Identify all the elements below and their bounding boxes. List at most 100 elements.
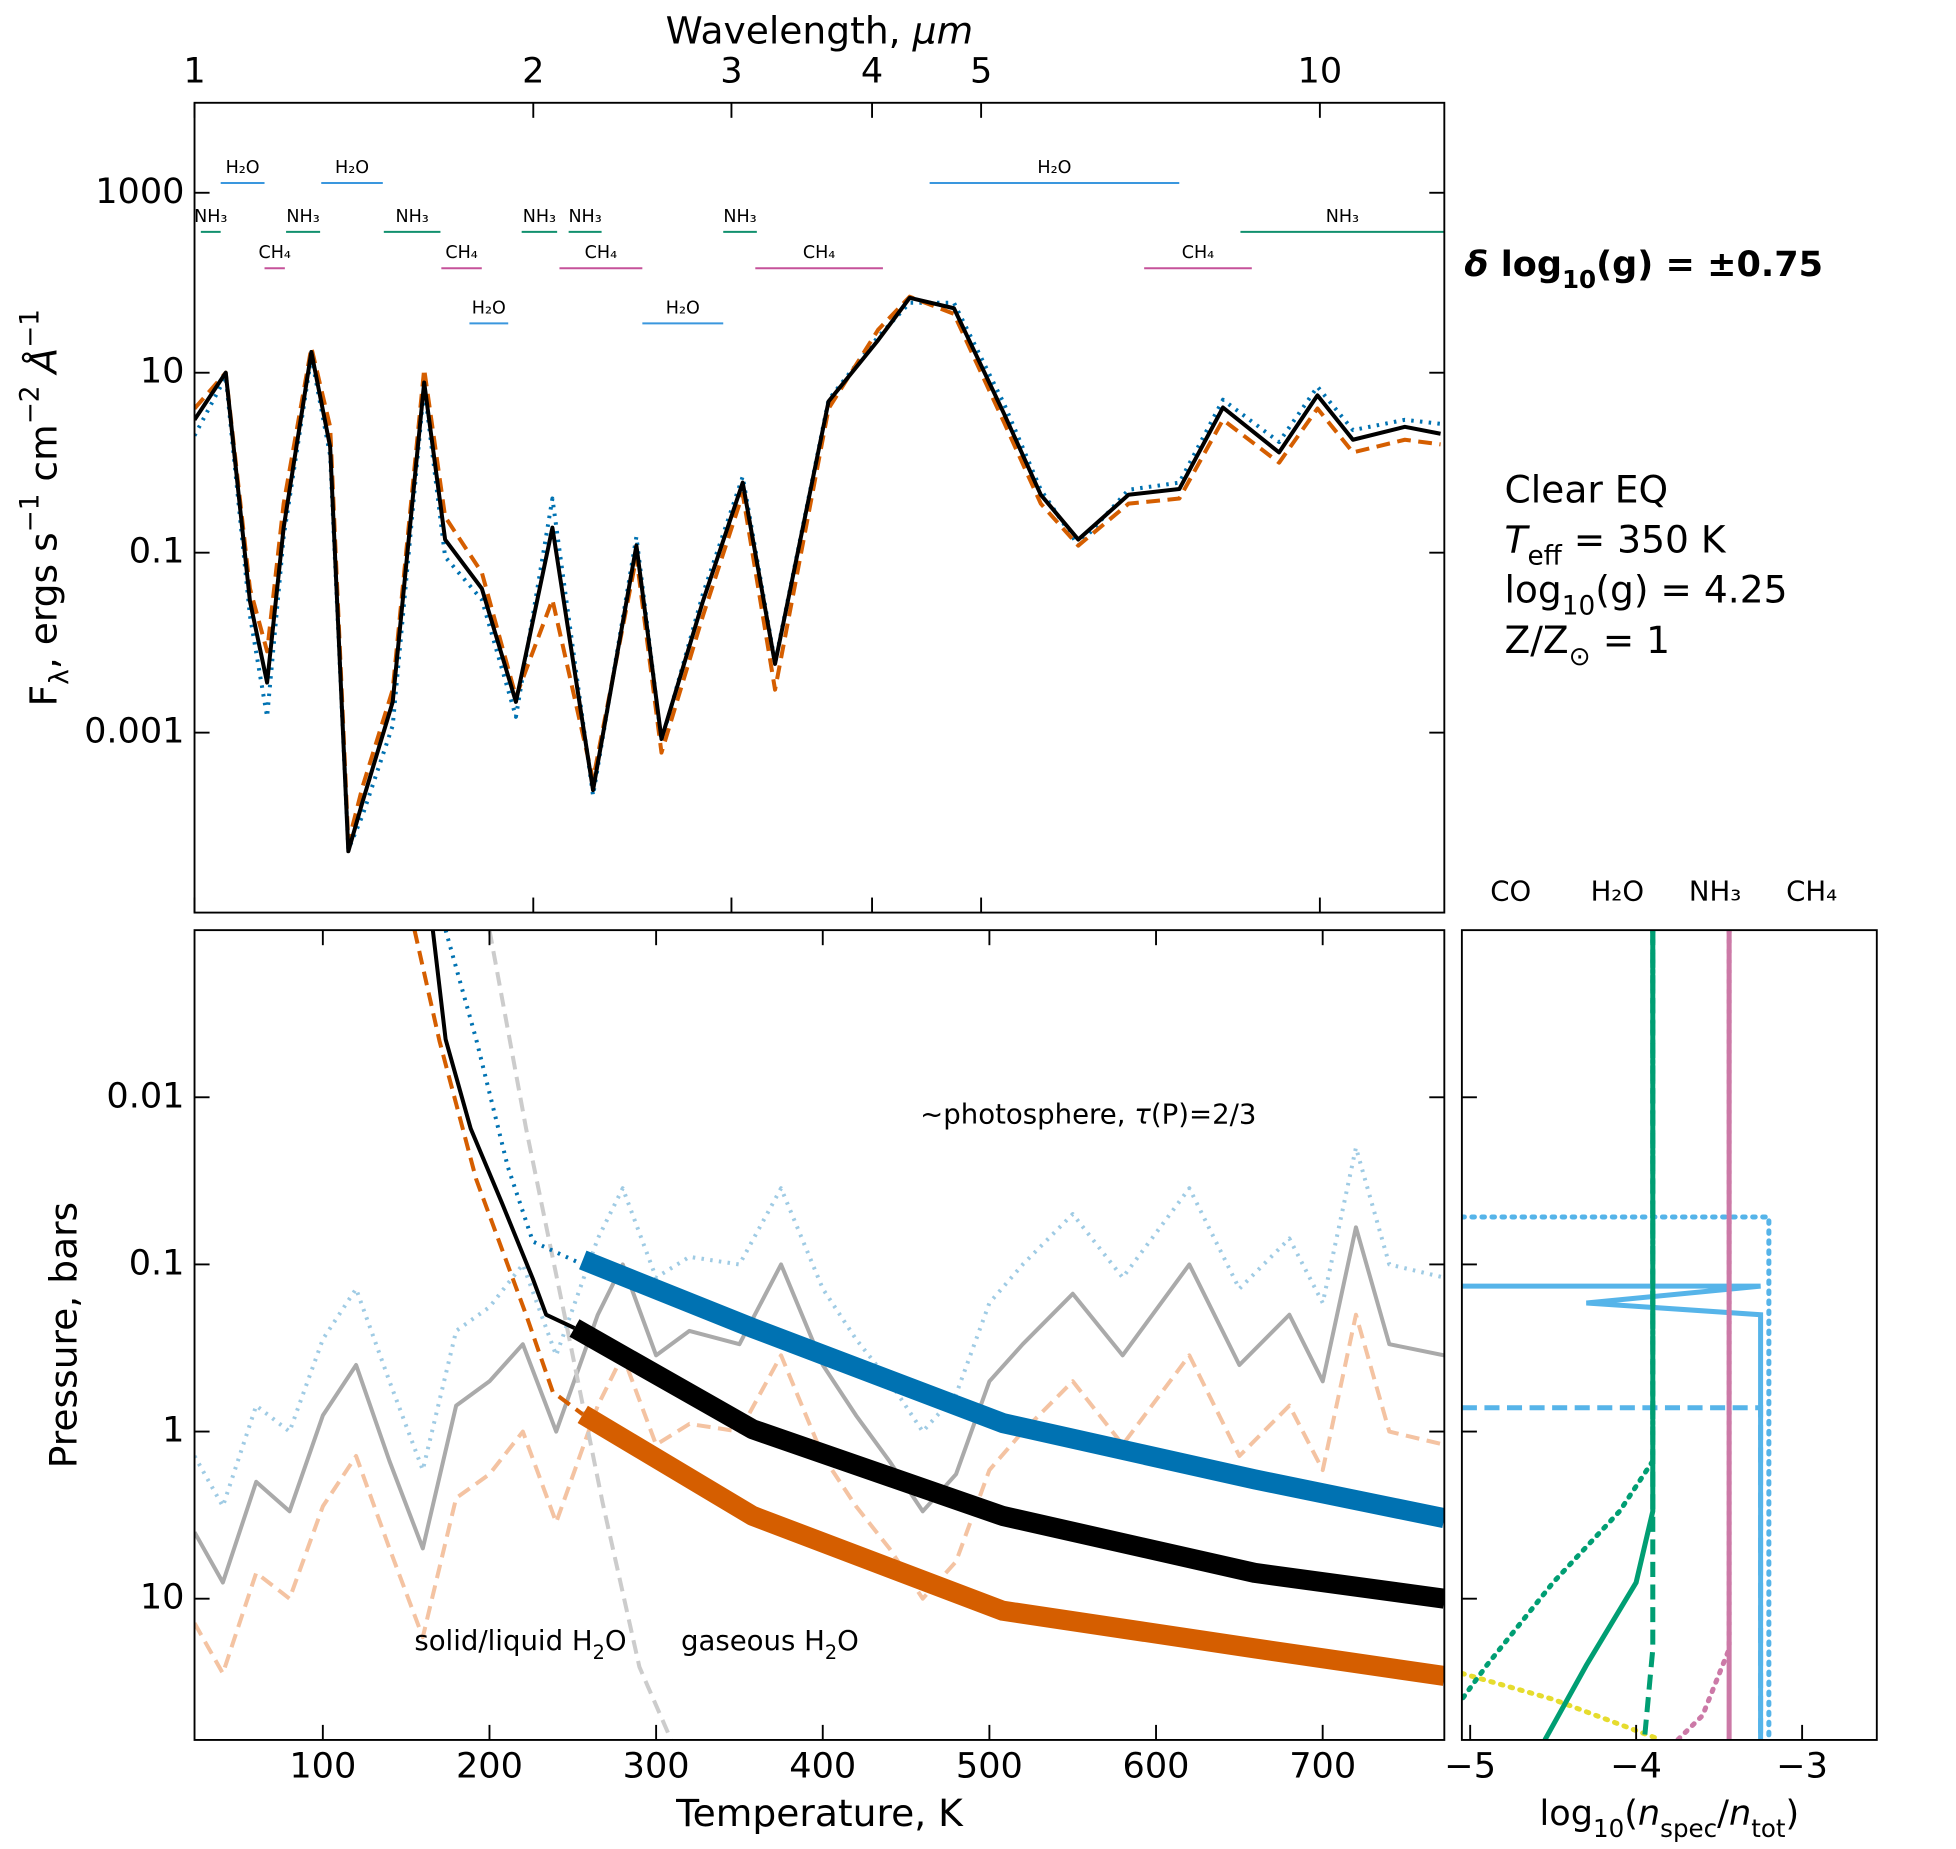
pt-line	[194, 1225, 1445, 1585]
x-tick-label: 1	[183, 51, 205, 92]
species-label: CO	[1490, 875, 1531, 908]
x-tick-label: −3	[1776, 1746, 1828, 1787]
x-tick-label: 200	[456, 1746, 523, 1787]
gravity-annotation-part: δ	[1464, 244, 1488, 285]
spectrum-line	[194, 294, 1441, 845]
abundance-plot	[1461, 930, 1772, 1740]
pt-line	[194, 1145, 1445, 1509]
gravity-annotation-part: log	[1488, 244, 1561, 285]
annotation-part: (P)=2/3	[1151, 1098, 1257, 1131]
x-tick-label: 100	[289, 1746, 356, 1787]
model-info: log10(g) = 4.25	[1504, 567, 1787, 621]
annotation-part: ~photosphere,	[920, 1098, 1134, 1131]
abundance-line	[1461, 1405, 1764, 1740]
model-info-part: eff	[1527, 541, 1562, 571]
annotation-part: gaseous H	[681, 1624, 825, 1657]
gravity-annotation-part: 10	[1562, 264, 1596, 293]
y-tick-label: 0.1	[129, 1242, 185, 1283]
x-tick-label: 300	[623, 1746, 690, 1787]
band-label: CH₄	[803, 243, 835, 263]
y-axis-label-part: −1	[15, 309, 45, 348]
y-axis-label-part: Pressure, bars	[41, 1202, 85, 1468]
plot-frame	[1460, 929, 1878, 1741]
model-info-part: = 350 K	[1562, 517, 1727, 561]
x-tick-label: −4	[1610, 1746, 1662, 1787]
x-tick-label: 10	[1298, 51, 1343, 92]
band-label: NH₃	[523, 207, 556, 227]
x-tick-label: 4	[861, 51, 883, 92]
x-axis-label-part: n	[1729, 1793, 1751, 1834]
x-axis-label-part: 10	[1593, 1814, 1624, 1843]
band-label: NH₃	[395, 207, 428, 227]
model-info-part: Z/Z	[1504, 617, 1568, 661]
x-axis-label: Temperature, K	[675, 1791, 964, 1835]
x-axis-label-part: spec	[1660, 1814, 1717, 1843]
y-tick-label: 1	[162, 1410, 184, 1451]
gravity-annotation-part: (g) = ±0.75	[1596, 244, 1823, 285]
y-axis-label-part: −1	[15, 494, 45, 533]
band-label: NH₃	[1326, 207, 1359, 227]
species-label: NH₃	[1689, 875, 1741, 908]
band-label: NH₃	[194, 207, 227, 227]
x-axis-label-part: tot	[1751, 1814, 1786, 1843]
pt-line	[577, 1405, 1445, 1686]
species-label: H₂O	[1591, 875, 1644, 908]
model-info-part: Clear EQ	[1504, 467, 1668, 511]
band-label: H₂O	[335, 158, 369, 178]
annotation: solid/liquid H2O	[414, 1624, 626, 1664]
band-label: H₂O	[1037, 158, 1071, 178]
gravity-annotation: δ log10(g) = ±0.75	[1464, 244, 1823, 294]
model-info-part: = 1	[1591, 617, 1670, 661]
abundance-line	[1542, 930, 1656, 1740]
model-info-part: ⊙	[1569, 641, 1591, 671]
pt-line	[194, 1312, 1445, 1676]
pt-line	[579, 1250, 1445, 1529]
model-info-part: log	[1504, 567, 1561, 611]
species-label: CH₄	[1786, 875, 1837, 908]
band-label: CH₄	[258, 243, 290, 263]
pt-line	[443, 930, 584, 1267]
annotation: ~photosphere, τ(P)=2/3	[920, 1098, 1256, 1131]
plot-frame	[193, 101, 1446, 914]
annotation: gaseous H2O	[681, 1624, 859, 1664]
x-axis-label-part: Wavelength,	[666, 8, 913, 52]
y-axis-label-part: cm	[21, 424, 65, 493]
y-axis-label-part: F	[21, 685, 65, 707]
band-label: CH₄	[1182, 243, 1214, 263]
model-info-part: 10	[1562, 591, 1595, 621]
x-tick-label: 5	[970, 51, 992, 92]
band-label: NH₃	[723, 207, 756, 227]
y-axis-label-part: , ergs s	[21, 532, 65, 669]
y-tick-label: 0.01	[106, 1075, 184, 1116]
x-tick-label: 2	[522, 51, 544, 92]
band-label: H₂O	[472, 298, 506, 318]
pt-line	[569, 1319, 1445, 1609]
band-label: H₂O	[226, 158, 260, 178]
spectrum-plot	[194, 294, 1441, 854]
band-label: NH₃	[568, 207, 601, 227]
spectrum-line	[194, 295, 1441, 854]
x-axis-label-part: n	[1638, 1793, 1660, 1834]
x-axis-label-part: μm	[912, 8, 974, 52]
model-info: Teff = 350 K	[1504, 517, 1726, 571]
y-tick-label: 1000	[95, 171, 184, 212]
band-label: CH₄	[445, 243, 477, 263]
x-axis-label: Wavelength, μm	[666, 8, 973, 52]
y-axis-label-part	[21, 374, 65, 386]
band-label: CH₄	[585, 243, 617, 263]
y-axis-label: Pressure, bars	[41, 1202, 85, 1468]
x-axis-label-part: /	[1717, 1793, 1729, 1834]
annotation-part: O	[837, 1624, 859, 1657]
x-tick-label: 500	[956, 1746, 1023, 1787]
x-tick-label: 700	[1289, 1746, 1356, 1787]
x-axis-label-part: )	[1785, 1793, 1799, 1834]
model-info: Clear EQ	[1504, 467, 1668, 511]
y-axis-label-part: λ	[45, 669, 75, 685]
y-tick-label: 10	[140, 351, 185, 392]
spectrum-line	[194, 300, 1441, 852]
abundance-line	[1461, 1214, 1772, 1740]
annotation-part: solid/liquid H	[414, 1624, 592, 1657]
band-label: H₂O	[666, 298, 700, 318]
model-info-part: (g) = 4.25	[1595, 567, 1787, 611]
